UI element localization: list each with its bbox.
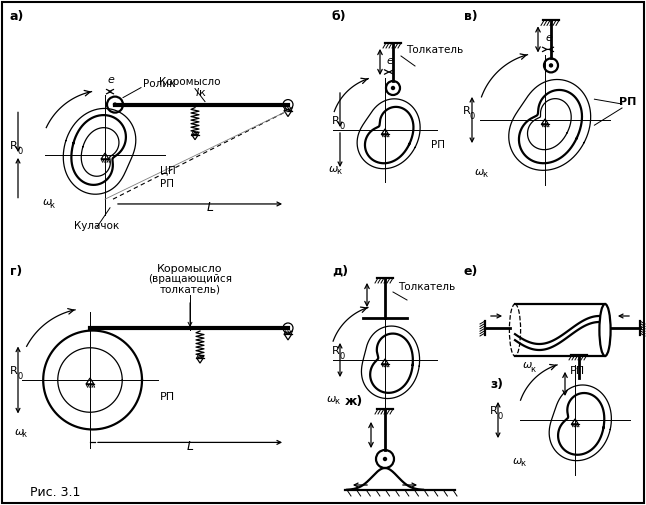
Circle shape <box>544 59 558 72</box>
Text: РП: РП <box>570 366 585 376</box>
Text: РП: РП <box>160 392 175 402</box>
Circle shape <box>107 96 123 113</box>
Text: толкатель): толкатель) <box>160 284 220 294</box>
Polygon shape <box>192 135 198 140</box>
Text: (вращающийся: (вращающийся <box>148 274 232 284</box>
Text: L: L <box>187 440 194 453</box>
Text: ω: ω <box>327 394 337 404</box>
Text: к: к <box>482 170 487 179</box>
Circle shape <box>386 81 400 95</box>
Text: Толкатель: Толкатель <box>406 45 464 55</box>
Text: R: R <box>332 116 340 126</box>
Circle shape <box>283 323 293 333</box>
Circle shape <box>283 99 293 110</box>
Circle shape <box>550 64 552 67</box>
Text: ω: ω <box>43 197 52 208</box>
Text: к: к <box>21 430 26 439</box>
Polygon shape <box>382 129 388 134</box>
Text: а): а) <box>10 10 25 23</box>
Polygon shape <box>284 111 292 117</box>
Text: ω: ω <box>523 360 532 370</box>
Text: Кулачок: Кулачок <box>74 221 120 231</box>
Text: к: к <box>336 167 341 176</box>
Polygon shape <box>86 378 94 384</box>
Text: РП: РП <box>431 140 445 150</box>
Polygon shape <box>101 153 109 159</box>
Text: 0: 0 <box>497 412 502 421</box>
Circle shape <box>376 450 394 468</box>
Text: L: L <box>207 201 213 214</box>
Ellipse shape <box>599 304 610 356</box>
Text: ω: ω <box>475 167 484 177</box>
Circle shape <box>391 86 395 89</box>
Circle shape <box>114 103 116 106</box>
Polygon shape <box>284 334 292 340</box>
Text: к: к <box>530 365 535 374</box>
Text: б): б) <box>332 10 347 23</box>
Text: 0: 0 <box>17 372 22 381</box>
Text: ω: ω <box>513 456 522 466</box>
Text: 0: 0 <box>470 112 475 121</box>
Text: д): д) <box>332 265 348 278</box>
Text: R: R <box>490 406 498 416</box>
Text: 0: 0 <box>339 122 344 131</box>
Text: ω: ω <box>15 427 24 437</box>
Text: РП: РП <box>160 179 174 189</box>
Text: 0: 0 <box>339 352 344 361</box>
Text: к: к <box>520 459 525 468</box>
Text: к: к <box>334 397 339 406</box>
Text: e: e <box>386 56 393 66</box>
Text: ω: ω <box>329 164 339 174</box>
Circle shape <box>384 458 386 461</box>
Text: Коромысло: Коромысло <box>157 264 223 274</box>
Text: $\it{l}$к: $\it{l}$к <box>195 86 207 97</box>
Text: Коромысло: Коромысло <box>160 77 221 86</box>
Text: г): г) <box>10 265 22 278</box>
Polygon shape <box>382 359 388 364</box>
Text: Ролик: Ролик <box>143 79 176 88</box>
Text: е): е) <box>464 265 479 278</box>
Text: РП: РП <box>620 97 637 107</box>
Text: e: e <box>108 75 114 85</box>
Polygon shape <box>572 419 578 424</box>
Text: R: R <box>10 141 17 151</box>
Text: R: R <box>332 346 340 356</box>
Text: 0: 0 <box>17 147 22 156</box>
Text: Рис. 3.1: Рис. 3.1 <box>30 485 80 498</box>
Polygon shape <box>196 358 203 363</box>
Text: в): в) <box>464 10 477 23</box>
Text: з): з) <box>490 378 503 391</box>
Polygon shape <box>542 119 548 124</box>
Text: ж): ж) <box>345 395 363 408</box>
Text: e: e <box>546 33 552 43</box>
Text: ЦП: ЦП <box>160 165 176 175</box>
Text: Толкатель: Толкатель <box>399 282 455 292</box>
Text: R: R <box>10 366 17 376</box>
Text: к: к <box>50 201 55 210</box>
Text: R: R <box>463 106 471 116</box>
